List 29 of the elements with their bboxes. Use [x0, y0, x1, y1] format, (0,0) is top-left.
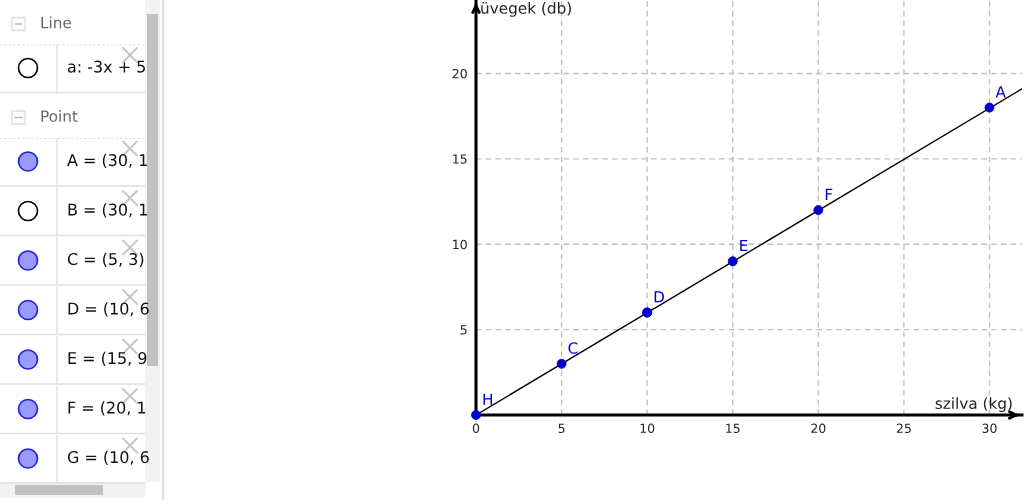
text: E = (15, 9	[68, 351, 147, 367]
text: A = (30, 1	[67, 153, 147, 169]
text: Line	[41, 16, 72, 29]
text: F = (20, 1	[68, 401, 146, 416]
annotation: A	[995, 86, 1006, 98]
y-tick-label: 15	[453, 154, 467, 164]
x-tick-label: 30	[982, 423, 997, 434]
y-tick-label: 20	[452, 68, 467, 79]
annotation: D	[654, 291, 665, 303]
annotation: E	[740, 239, 748, 252]
x-tick-label: 25	[896, 423, 911, 434]
text: C = (5, 3)	[67, 252, 144, 268]
x-tick-label: 10	[640, 423, 655, 434]
annotation: C	[568, 342, 578, 354]
text: G = (10, 6	[67, 450, 149, 466]
x-tick-label: 0	[472, 423, 480, 434]
y-tick-label: 5	[460, 325, 467, 335]
text: Point	[41, 110, 78, 122]
x-axis-title: szilva (kg)	[935, 397, 1012, 412]
text: B = (30, 1	[68, 203, 147, 218]
x-tick-label: 20	[811, 423, 826, 434]
annotation: H	[483, 393, 492, 405]
y-axis-title: üvegek (db)	[481, 2, 571, 17]
x-tick-label: 5	[558, 423, 565, 434]
text: D = (10, 6	[68, 302, 149, 317]
annotation: F	[825, 188, 833, 200]
text: a: -3x + 5	[67, 60, 145, 73]
x-tick-label: 15	[726, 423, 740, 434]
y-tick-label: 10	[453, 239, 467, 250]
